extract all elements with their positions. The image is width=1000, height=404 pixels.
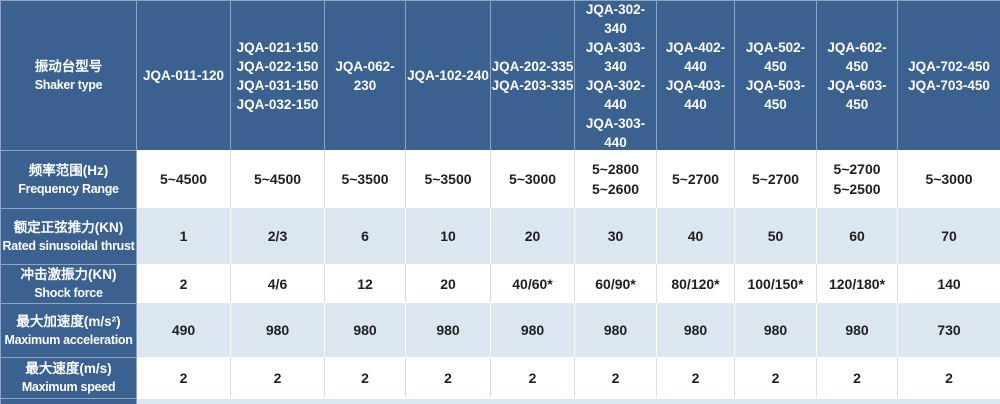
model-header-cell: JQA-502-450 JQA-503-450 xyxy=(735,0,817,150)
partial-spec-cell xyxy=(406,398,491,404)
spec-value-cell: 40 xyxy=(657,208,735,264)
row-label-en: Rated sinusoidal thrust xyxy=(2,238,135,253)
spec-value-cell: 980 xyxy=(575,303,657,357)
table-row-frequency-range: 频率范围(Hz) Frequency Range 5~4500 5~4500 5… xyxy=(0,150,1000,208)
spec-value-cell: 5~2700 5~2500 xyxy=(817,150,898,208)
row-label-zh: 频率范围(Hz) xyxy=(28,162,109,178)
spec-value-cell: 20 xyxy=(406,264,491,303)
header-label-en: Shaker type xyxy=(34,77,103,92)
model-header-cell: JQA-402-440 JQA-403-440 xyxy=(657,0,735,150)
spec-value-cell: 5~4500 xyxy=(231,150,325,208)
spec-value-cell: 2 xyxy=(137,264,231,303)
spec-value-cell: 60 xyxy=(817,208,898,264)
partial-next-row xyxy=(0,398,1000,404)
spec-value-cell: 2 xyxy=(575,357,657,398)
spec-value-cell: 2/3 xyxy=(231,208,325,264)
spec-value-cell: 2 xyxy=(137,357,231,398)
table-row-max-acceleration: 最大加速度(m/s²) Maximum acceleration 490 980… xyxy=(0,303,1000,357)
model-header-cell: JQA-602-450 JQA-603-450 xyxy=(817,0,898,150)
row-label-zh: 最大速度(m/s) xyxy=(25,361,112,376)
spec-value-cell: 60/90* xyxy=(575,264,657,303)
spec-value-cell: 490 xyxy=(137,303,231,357)
spec-value-cell: 12 xyxy=(325,264,406,303)
partial-spec-cell xyxy=(231,398,325,404)
spec-value-cell: 70 xyxy=(898,208,1000,264)
table-row-rated-thrust: 额定正弦推力(KN) Rated sinusoidal thrust 1 2/3… xyxy=(0,208,1000,264)
partial-spec-cell xyxy=(898,398,1000,404)
row-label-zh: 最大加速度(m/s²) xyxy=(16,313,121,329)
spec-value-cell: 2 xyxy=(735,357,817,398)
row-label-cell: 额定正弦推力(KN) Rated sinusoidal thrust xyxy=(0,208,137,264)
partial-spec-cell xyxy=(657,398,735,404)
table-row-max-speed: 最大速度(m/s) Maximum speed 2 2 2 2 2 2 2 2 … xyxy=(0,357,1000,398)
model-header-cell: JQA-021-150 JQA-022-150 JQA-031-150 JQA-… xyxy=(231,0,325,150)
spec-value-cell: 120/180* xyxy=(817,264,898,303)
model-header-cell: JQA-702-450 JQA-703-450 xyxy=(898,0,1000,150)
row-label-en: Maximum speed xyxy=(21,380,116,394)
spec-value-cell: 4/6 xyxy=(231,264,325,303)
model-header-cell: JQA-202-335 JQA-203-335 xyxy=(491,0,575,150)
spec-value-cell: 5~3500 xyxy=(406,150,491,208)
model-header-cell: JQA-302-340 JQA-303-340 JQA-302-440 JQA-… xyxy=(575,0,657,150)
row-label-cell: 频率范围(Hz) Frequency Range xyxy=(0,150,137,208)
row-label-en: Frequency Range xyxy=(18,181,119,196)
header-label-zh: 振动台型号 xyxy=(34,58,103,74)
row-label-cell: 最大速度(m/s) Maximum speed xyxy=(0,357,137,398)
spec-value-cell: 2 xyxy=(657,357,735,398)
spec-value-cell: 5~2700 xyxy=(657,150,735,208)
spec-value-cell: 5~2800 5~2600 xyxy=(575,150,657,208)
partial-spec-cell xyxy=(735,398,817,404)
spec-value-cell: 980 xyxy=(231,303,325,357)
spec-value-cell: 140 xyxy=(898,264,1000,303)
spec-value-cell: 980 xyxy=(735,303,817,357)
spec-value-cell: 6 xyxy=(325,208,406,264)
spec-value-cell: 30 xyxy=(575,208,657,264)
spec-value-cell: 5~3000 xyxy=(898,150,1000,208)
spec-value-cell: 2 xyxy=(491,357,575,398)
row-label-cell: 最大加速度(m/s²) Maximum acceleration xyxy=(0,303,137,357)
spec-value-cell: 20 xyxy=(491,208,575,264)
model-header-cell: JQA-011-120 xyxy=(137,0,231,150)
spec-value-cell: 10 xyxy=(406,208,491,264)
table-header-row: 振动台型号 Shaker type JQA-011-120 JQA-021-15… xyxy=(0,0,1000,150)
spec-value-cell: 2 xyxy=(406,357,491,398)
partial-spec-cell xyxy=(325,398,406,404)
row-label-zh: 额定正弦推力(KN) xyxy=(13,219,124,235)
spec-value-cell: 5~3000 xyxy=(491,150,575,208)
row-label-zh: 冲击激振力(KN) xyxy=(20,267,117,282)
spec-value-cell: 980 xyxy=(491,303,575,357)
partial-spec-cell xyxy=(575,398,657,404)
spec-value-cell: 2 xyxy=(898,357,1000,398)
row-label-en: Shock force xyxy=(34,286,103,300)
partial-spec-cell xyxy=(817,398,898,404)
model-header-cell: JQA-102-240 xyxy=(406,0,491,150)
spec-value-cell: 2 xyxy=(817,357,898,398)
spec-value-cell: 1 xyxy=(137,208,231,264)
header-label-cell: 振动台型号 Shaker type xyxy=(0,0,137,150)
spec-value-cell: 980 xyxy=(657,303,735,357)
spec-value-cell: 5~2700 xyxy=(735,150,817,208)
partial-spec-cell xyxy=(137,398,231,404)
model-header-cell: JQA-062-230 xyxy=(325,0,406,150)
spec-value-cell: 5~3500 xyxy=(325,150,406,208)
row-label-en: Maximum acceleration xyxy=(4,332,133,347)
partial-spec-cell xyxy=(491,398,575,404)
spec-value-cell: 80/120* xyxy=(657,264,735,303)
table-row-shock-force: 冲击激振力(KN) Shock force 2 4/6 12 20 40/60*… xyxy=(0,264,1000,303)
spec-value-cell: 2 xyxy=(325,357,406,398)
spec-value-cell: 980 xyxy=(406,303,491,357)
spec-value-cell: 2 xyxy=(231,357,325,398)
spec-value-cell: 50 xyxy=(735,208,817,264)
spec-value-cell: 730 xyxy=(898,303,1000,357)
row-label-cell: 冲击激振力(KN) Shock force xyxy=(0,264,137,303)
spec-value-cell: 980 xyxy=(817,303,898,357)
spec-value-cell: 40/60* xyxy=(491,264,575,303)
partial-row-label-cell xyxy=(0,398,137,404)
spec-value-cell: 5~4500 xyxy=(137,150,231,208)
spec-value-cell: 100/150* xyxy=(735,264,817,303)
spec-value-cell: 980 xyxy=(325,303,406,357)
